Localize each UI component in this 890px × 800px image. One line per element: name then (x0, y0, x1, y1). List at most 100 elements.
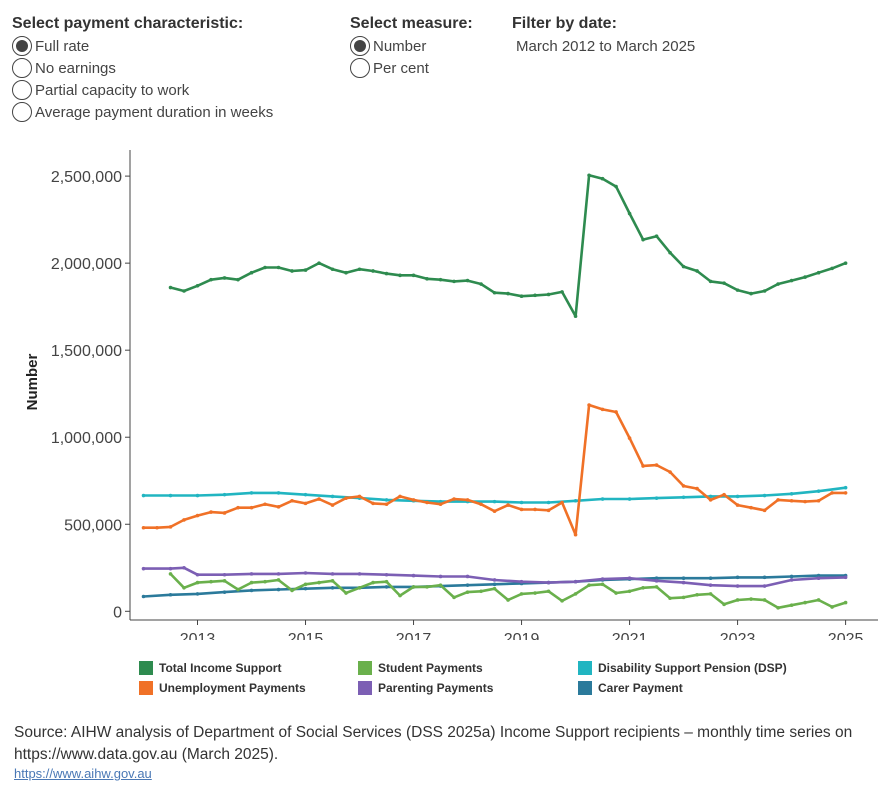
data-point-disability-support-pension-dsp[interactable] (384, 498, 389, 502)
data-point-total-income-support[interactable] (371, 269, 375, 273)
data-point-student-payments[interactable] (762, 598, 767, 602)
data-point-carer-payment[interactable] (303, 586, 308, 591)
data-point-total-income-support[interactable] (411, 273, 416, 278)
data-point-parenting-payments[interactable] (438, 574, 443, 579)
data-point-total-income-support[interactable] (249, 270, 254, 275)
data-point-student-payments[interactable] (654, 585, 659, 589)
data-point-unemployment-payments[interactable] (290, 498, 294, 503)
data-point-unemployment-payments[interactable] (843, 491, 848, 495)
data-point-total-income-support[interactable] (587, 173, 591, 178)
data-point-disability-support-pension-dsp[interactable] (276, 491, 281, 495)
data-point-disability-support-pension-dsp[interactable] (195, 493, 200, 498)
data-point-parenting-payments[interactable] (843, 575, 848, 580)
aihw-link[interactable]: https://www.aihw.gov.au (14, 766, 152, 781)
data-point-total-income-support[interactable] (209, 277, 213, 282)
data-point-student-payments[interactable] (249, 580, 254, 585)
data-point-student-payments[interactable] (573, 592, 578, 596)
data-point-disability-support-pension-dsp[interactable] (573, 498, 578, 503)
data-point-student-payments[interactable] (749, 597, 753, 601)
data-point-parenting-payments[interactable] (816, 576, 821, 581)
data-point-total-income-support[interactable] (222, 276, 227, 280)
data-point-student-payments[interactable] (789, 603, 794, 608)
data-point-parenting-payments[interactable] (330, 572, 335, 576)
data-point-student-payments[interactable] (722, 602, 726, 607)
data-point-parenting-payments[interactable] (465, 574, 470, 579)
data-point-carer-payment[interactable] (762, 575, 767, 580)
data-point-total-income-support[interactable] (425, 277, 429, 281)
data-point-unemployment-payments[interactable] (276, 505, 281, 509)
data-point-disability-support-pension-dsp[interactable] (843, 485, 848, 490)
data-point-disability-support-pension-dsp[interactable] (222, 492, 227, 497)
data-point-total-income-support[interactable] (681, 264, 686, 269)
data-point-total-income-support[interactable] (641, 237, 645, 242)
data-point-unemployment-payments[interactable] (614, 410, 618, 414)
data-point-unemployment-payments[interactable] (263, 502, 267, 507)
data-point-disability-support-pension-dsp[interactable] (654, 496, 659, 500)
data-point-unemployment-payments[interactable] (425, 500, 429, 505)
data-point-carer-payment[interactable] (141, 594, 146, 599)
data-point-disability-support-pension-dsp[interactable] (249, 491, 254, 495)
data-point-student-payments[interactable] (776, 606, 780, 610)
data-point-parenting-payments[interactable] (168, 566, 173, 571)
data-point-parenting-payments[interactable] (654, 579, 659, 583)
data-point-unemployment-payments[interactable] (209, 510, 213, 514)
data-point-student-payments[interactable] (803, 600, 807, 605)
data-point-student-payments[interactable] (546, 589, 551, 594)
data-point-student-payments[interactable] (587, 583, 591, 587)
data-point-total-income-support[interactable] (357, 267, 362, 272)
data-point-total-income-support[interactable] (317, 261, 321, 265)
data-point-total-income-support[interactable] (654, 234, 659, 238)
data-point-carer-payment[interactable] (816, 573, 821, 578)
data-point-unemployment-payments[interactable] (357, 494, 362, 499)
data-point-total-income-support[interactable] (560, 290, 564, 294)
data-point-disability-support-pension-dsp[interactable] (600, 497, 605, 501)
data-point-total-income-support[interactable] (816, 270, 821, 275)
data-point-unemployment-payments[interactable] (627, 436, 632, 440)
data-point-unemployment-payments[interactable] (830, 491, 834, 495)
data-point-total-income-support[interactable] (600, 176, 605, 181)
data-point-unemployment-payments[interactable] (722, 492, 726, 497)
series-line-unemployment-payments[interactable] (142, 403, 847, 537)
data-point-student-payments[interactable] (276, 578, 281, 582)
data-point-disability-support-pension-dsp[interactable] (141, 493, 146, 498)
data-point-total-income-support[interactable] (762, 289, 767, 293)
data-point-carer-payment[interactable] (330, 585, 335, 590)
data-point-unemployment-payments[interactable] (384, 502, 389, 507)
data-point-student-payments[interactable] (303, 582, 308, 587)
data-point-total-income-support[interactable] (573, 314, 578, 319)
data-point-unemployment-payments[interactable] (371, 501, 375, 506)
data-point-disability-support-pension-dsp[interactable] (681, 495, 686, 500)
data-point-student-payments[interactable] (344, 591, 348, 595)
data-point-carer-payment[interactable] (735, 575, 740, 580)
date-filter-value[interactable]: March 2012 to March 2025 (516, 38, 696, 55)
data-point-student-payments[interactable] (438, 583, 443, 587)
data-point-unemployment-payments[interactable] (762, 508, 767, 513)
data-point-total-income-support[interactable] (722, 281, 726, 285)
data-point-total-income-support[interactable] (749, 291, 753, 296)
legend-item-dsp[interactable]: Disability Support Pension (DSP) (578, 661, 787, 675)
data-point-parenting-payments[interactable] (492, 578, 497, 582)
data-point-carer-payment[interactable] (681, 576, 686, 581)
data-point-unemployment-payments[interactable] (195, 513, 200, 518)
data-point-total-income-support[interactable] (398, 273, 402, 278)
data-point-total-income-support[interactable] (344, 270, 348, 275)
data-point-total-income-support[interactable] (546, 292, 551, 297)
data-point-unemployment-payments[interactable] (155, 525, 159, 530)
data-point-student-payments[interactable] (816, 598, 821, 602)
data-point-unemployment-payments[interactable] (236, 505, 240, 510)
data-point-carer-payment[interactable] (168, 592, 173, 597)
data-point-student-payments[interactable] (317, 580, 321, 585)
data-point-unemployment-payments[interactable] (668, 470, 672, 474)
data-point-unemployment-payments[interactable] (641, 464, 645, 468)
data-point-parenting-payments[interactable] (411, 573, 416, 578)
radio-partial-capacity[interactable]: Partial capacity to work (12, 79, 189, 101)
radio-per-cent[interactable]: Per cent (350, 57, 429, 79)
data-point-unemployment-payments[interactable] (506, 503, 510, 507)
data-point-student-payments[interactable] (735, 598, 740, 602)
data-point-unemployment-payments[interactable] (438, 502, 443, 507)
data-point-parenting-payments[interactable] (519, 579, 524, 584)
data-point-parenting-payments[interactable] (195, 572, 200, 577)
data-point-total-income-support[interactable] (168, 285, 173, 290)
data-point-student-payments[interactable] (465, 590, 470, 594)
data-point-student-payments[interactable] (195, 580, 200, 585)
